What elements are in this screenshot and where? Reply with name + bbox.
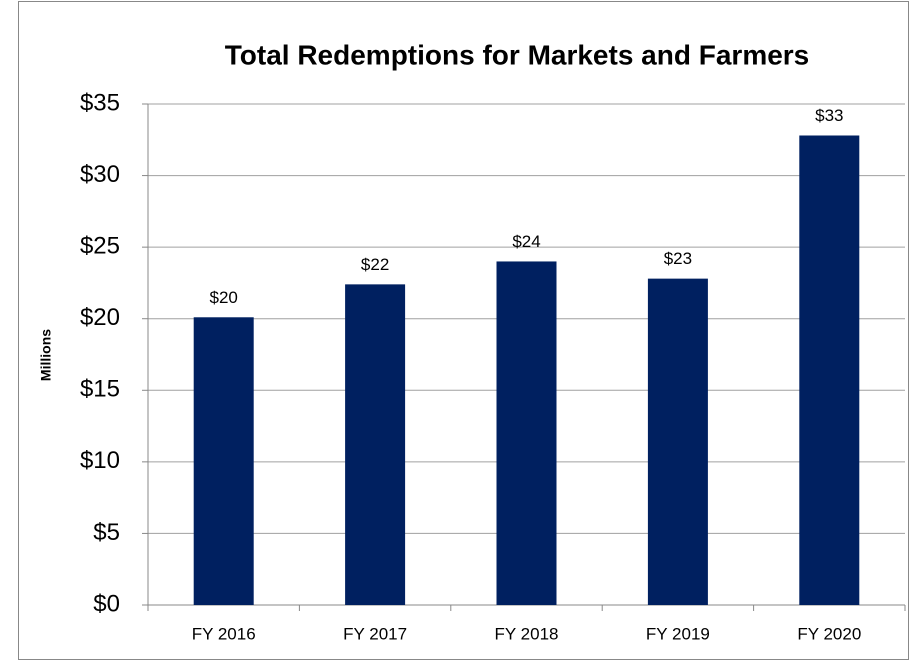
y-tick-label: $30 [80,161,120,188]
data-label: $20 [210,288,238,307]
chart-title: Total Redemptions for Markets and Farmer… [225,39,810,70]
x-tick-label: FY 2019 [646,624,710,643]
bar [799,135,860,605]
bar [496,261,557,605]
x-tick-label: FY 2017 [343,624,407,643]
y-tick-label: $15 [80,376,120,403]
data-label: $22 [361,255,389,274]
chart-frame [18,1,909,660]
x-tick-label: FY 2016 [192,624,256,643]
y-tick-label: $0 [93,590,120,617]
x-tick-label: FY 2018 [495,624,559,643]
y-tick-label: $25 [80,232,120,259]
data-label: $24 [512,232,540,251]
y-tick-label: $20 [80,304,120,331]
bar [647,278,708,605]
bar [345,284,406,605]
y-tick-label: $10 [80,447,120,474]
data-label: $33 [815,106,843,125]
y-tick-label: $35 [80,89,120,116]
y-tick-label: $5 [93,519,120,546]
y-axis-label: Millions [38,329,54,381]
data-label: $23 [664,249,692,268]
x-tick-label: FY 2020 [797,624,861,643]
bar [193,317,254,605]
